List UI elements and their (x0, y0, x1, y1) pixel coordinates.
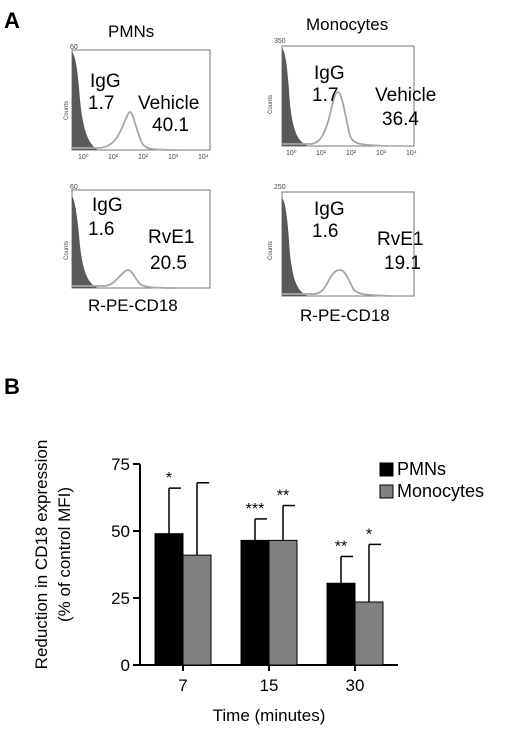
x-tick: 10¹ (316, 150, 327, 157)
significance-label: * (366, 526, 372, 543)
x-tick-label: 15 (260, 676, 279, 695)
x-axis-title: Time (minutes) (213, 706, 326, 725)
column-title-monocytes: Monocytes (306, 15, 389, 34)
y-tick-label: 0 (121, 656, 130, 675)
bar (326, 582, 356, 666)
bar-series: ********* (154, 470, 384, 666)
histogram-svg: 60 Counts 10⁰ 10¹ 10² 10³ 10⁴ (64, 44, 211, 161)
x-tick: 10⁴ (198, 154, 209, 160)
x-tick: 10³ (376, 150, 387, 157)
y-tick-label: 75 (111, 455, 130, 474)
significance-label: ** (335, 538, 347, 555)
treatment-curve (282, 269, 393, 297)
histogram-ylabel: Counts (268, 95, 274, 114)
bar (240, 539, 270, 666)
histogram-monocytes-vehicle: 350 Counts 10⁰ 10¹ 10² 10³ 10⁴ (262, 34, 422, 158)
bar-chart: Reduction in CD18 expression (% of contr… (32, 440, 484, 725)
histogram-ylabel: Counts (64, 241, 70, 260)
legend-swatch (379, 462, 394, 477)
isotype-peak (72, 196, 98, 288)
isotype-label: IgG (314, 63, 345, 84)
panel-b-letter: B (4, 374, 20, 399)
histogram-pmns-vehicle: 60 Counts 10⁰ 10¹ 10² 10³ 10⁴ (58, 40, 218, 161)
treatment-label: RvE1 (148, 227, 195, 248)
x-tick-label: 30 (346, 676, 365, 695)
treatment-curve (72, 111, 179, 151)
isotype-label: IgG (90, 71, 121, 92)
treatment-label: Vehicle (138, 93, 200, 114)
histogram-ymax: 250 (274, 184, 286, 191)
x-tick-label: 7 (178, 676, 187, 695)
isotype-peak (282, 198, 308, 296)
treatment-curve (72, 269, 179, 289)
histogram-x-axis-title: R-PE-CD18 (88, 296, 178, 315)
isotype-label: IgG (314, 199, 345, 220)
histogram-ylabel: Counts (268, 241, 274, 260)
histogram-ylabel: Counts (64, 101, 70, 120)
isotype-value: 1.6 (88, 219, 115, 240)
histogram-pmns-rve1: 60 Counts (58, 180, 218, 294)
bar (154, 533, 184, 666)
isotype-peak (282, 48, 308, 146)
histogram-svg: 350 Counts 10⁰ 10¹ 10² 10³ 10⁴ (268, 38, 417, 157)
bar (354, 601, 384, 666)
isotype-value: 1.7 (312, 85, 339, 106)
legend-label: PMNs (397, 459, 446, 479)
histogram-ymax: 60 (70, 44, 78, 51)
treatment-label: Vehicle (375, 85, 437, 106)
isotype-label: IgG (92, 195, 123, 216)
x-tick: 10¹ (108, 154, 119, 160)
significance-label: * (166, 470, 172, 487)
significance-label: ** (277, 488, 289, 505)
x-tick: 10³ (168, 154, 179, 160)
histogram-ymax: 60 (70, 184, 78, 191)
y-axis-title-line2: (% of control MFI) (55, 487, 74, 622)
treatment-value: 36.4 (382, 109, 419, 130)
histogram-x-axis-title: R-PE-CD18 (300, 306, 390, 325)
legend-swatch (379, 484, 394, 499)
y-axis-title-line1: Reduction in CD18 expression (32, 440, 51, 670)
isotype-value: 1.7 (88, 93, 115, 114)
histogram-monocytes-rve1: 250 Counts (262, 180, 422, 304)
significance-label: *** (246, 501, 265, 518)
x-tick: 10⁰ (286, 149, 297, 157)
bar (182, 554, 212, 666)
treatment-label: RvE1 (377, 229, 424, 250)
treatment-value: 20.5 (150, 253, 187, 274)
treatment-value: 40.1 (152, 115, 189, 136)
x-tick: 10² (138, 154, 149, 160)
histogram-svg: 60 Counts (64, 184, 211, 289)
y-tick-label: 50 (111, 522, 130, 541)
y-axis-title: Reduction in CD18 expression (% of contr… (32, 440, 74, 670)
x-tick: 10² (346, 150, 357, 157)
isotype-value: 1.6 (312, 221, 339, 242)
y-tick-label: 25 (111, 589, 130, 608)
column-title-pmns: PMNs (108, 22, 155, 41)
isotype-peak (72, 52, 98, 150)
x-tick: 10⁰ (78, 153, 89, 160)
legend-label: Monocytes (397, 481, 484, 501)
x-tick: 10⁴ (406, 150, 417, 157)
histogram-svg: 250 Counts (268, 184, 415, 297)
panel-a-letter: A (4, 8, 20, 33)
treatment-value: 19.1 (384, 253, 421, 274)
histogram-ymax: 350 (274, 38, 286, 45)
treatment-curve (282, 91, 389, 147)
bar (268, 539, 298, 666)
